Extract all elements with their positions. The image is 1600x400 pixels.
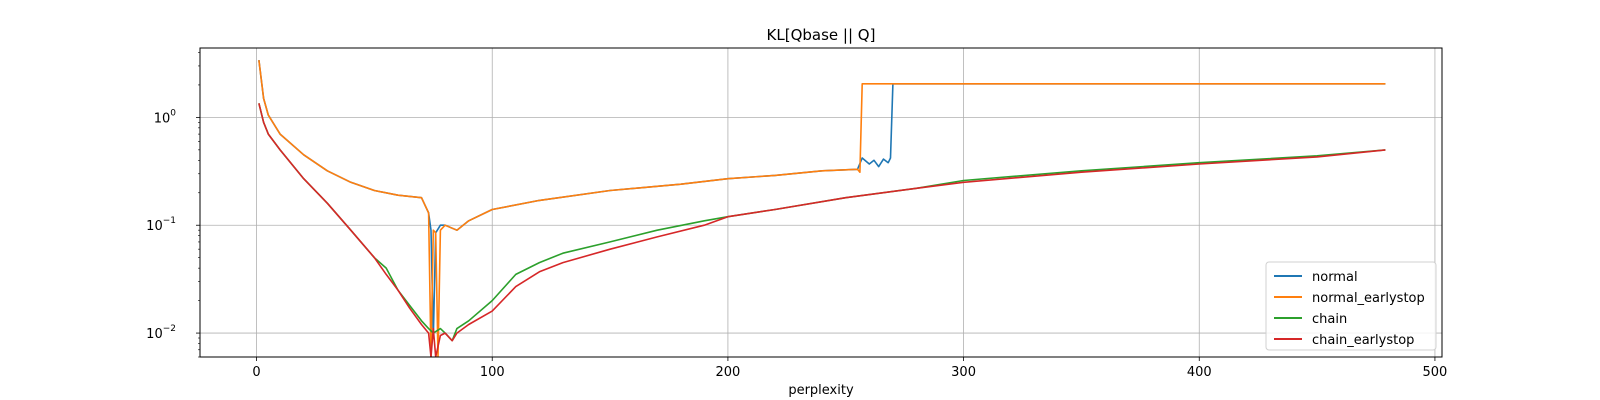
series-lines xyxy=(258,60,1386,357)
series-line-normal xyxy=(258,60,1386,339)
series-line-chain-earlystop xyxy=(258,103,1386,357)
y-tick-base: 10 xyxy=(154,111,171,126)
legend-label: normal_earlystop xyxy=(1312,291,1425,306)
x-tick-label: 100 xyxy=(480,365,505,380)
x-tick-label: 300 xyxy=(951,365,976,380)
series-line-chain xyxy=(258,103,1386,342)
x-tick-label: 200 xyxy=(715,365,740,380)
grid xyxy=(200,48,1442,357)
legend-label: normal xyxy=(1312,270,1358,285)
plot-area-frame xyxy=(199,47,1443,358)
x-tick-label: 0 xyxy=(252,365,260,380)
x-tick-label: 500 xyxy=(1423,365,1448,380)
legend-label: chain xyxy=(1312,312,1347,327)
x-tick-label: 400 xyxy=(1187,365,1212,380)
y-tick-exponent: 0 xyxy=(170,108,176,118)
y-tick-exponent: −2 xyxy=(163,324,176,334)
x-axis-label: perplexity xyxy=(788,383,854,398)
legend-label: chain_earlystop xyxy=(1312,333,1414,348)
y-tick-label: 100 xyxy=(154,108,177,126)
chart-title: KL[Qbase || Q] xyxy=(767,26,876,44)
x-axis-ticks: 0 100 200 300 400 500 xyxy=(252,357,1447,380)
series-line-normal-earlystop xyxy=(258,60,1386,357)
y-tick-label: 10−2 xyxy=(146,324,176,342)
y-tick-exponent: −1 xyxy=(163,216,176,226)
y-tick-label: 10−1 xyxy=(146,216,176,234)
y-tick-base: 10 xyxy=(146,327,163,342)
legend-box xyxy=(1265,261,1437,351)
y-tick-base: 10 xyxy=(146,219,163,234)
